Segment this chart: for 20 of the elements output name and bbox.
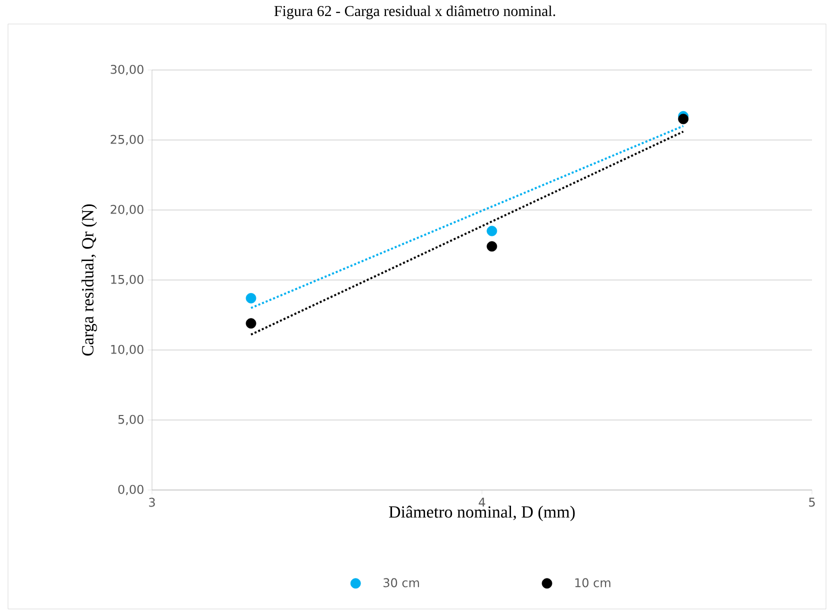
point (246, 292, 256, 304)
x-tick-label: 4 (478, 498, 486, 507)
y-tick-label: 30,00 (110, 64, 144, 76)
x-axis-title: Diâmetro nominal, D (mm) (389, 506, 575, 522)
y-tick-label: 0,00 (118, 484, 144, 496)
y-tick-label: 10,00 (111, 344, 144, 356)
y-tick-label: 15,00 (111, 274, 144, 286)
point (486, 241, 498, 252)
point (678, 114, 688, 124)
legend-label: 30 cm (384, 578, 419, 588)
chart-title: Figura 62 - Carga residual x diâmetro nominal. (274, 6, 556, 20)
x-tick-label: 3 (149, 498, 155, 507)
y-tick-label: 5,00 (118, 414, 144, 426)
point (486, 226, 498, 236)
y-axis-title: Carga residual, Qr (N) (82, 204, 97, 356)
y-tick-label: 25,00 (110, 134, 144, 146)
x-tick-label: 5 (809, 498, 815, 507)
legend-label: 10 cm (575, 578, 610, 588)
point (246, 318, 256, 329)
y-tick-label: 20,00 (110, 204, 144, 216)
